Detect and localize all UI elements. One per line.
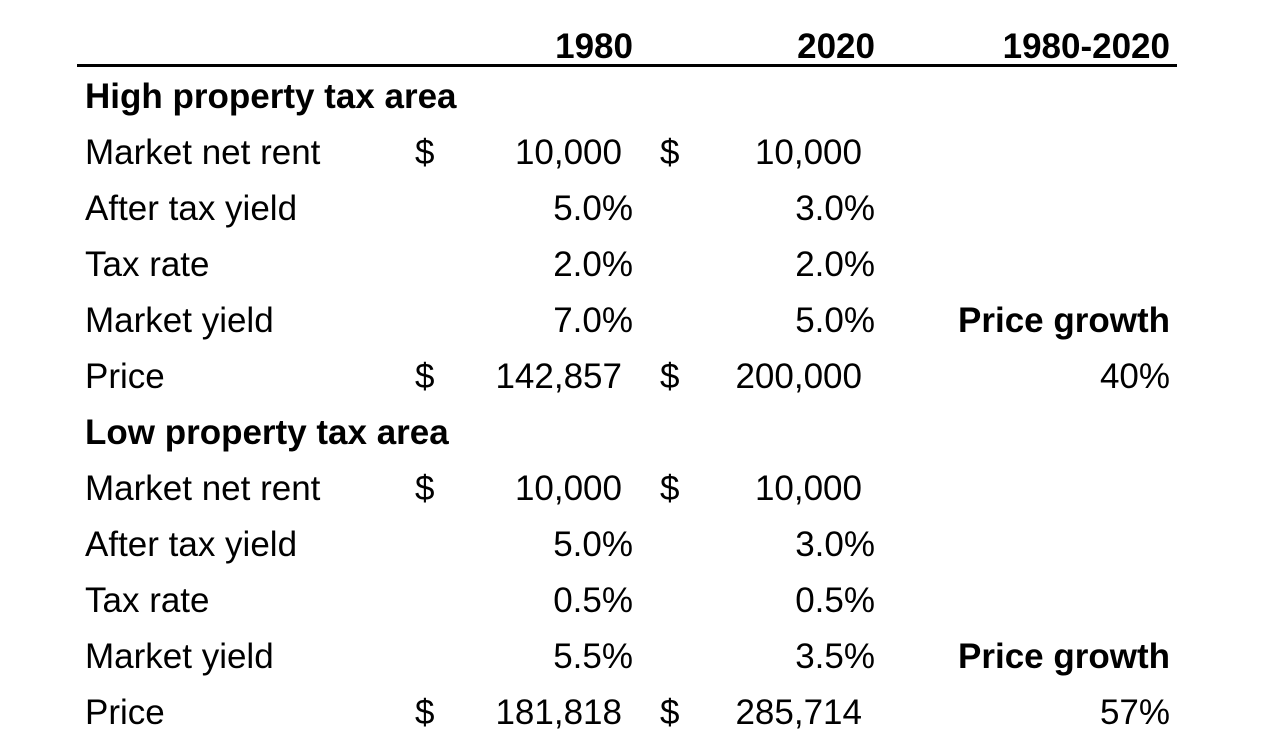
currency-symbol: $ (415, 357, 435, 396)
value-1980: 181,818 (495, 693, 622, 732)
value-1980: 10,000 (514, 469, 622, 508)
row-label: Tax rate (85, 581, 210, 620)
currency-symbol: $ (660, 133, 680, 172)
currency-symbol: $ (660, 357, 680, 396)
value-1980: 0.5% (553, 581, 633, 620)
row-label: Market net rent (85, 133, 321, 172)
value-2020: 2.0% (795, 245, 875, 284)
table-body: High property tax area Market net rent $… (0, 67, 1262, 741)
row-label: Price (85, 357, 165, 396)
value-2020: 10,000 (754, 469, 862, 508)
row-label: Price (85, 693, 165, 732)
section-title-low-tax: Low property tax area (85, 413, 449, 452)
row-label: After tax yield (85, 525, 298, 564)
currency-symbol: $ (415, 469, 435, 508)
value-2020: 5.0% (795, 301, 875, 340)
value-1980: 7.0% (553, 301, 633, 340)
growth-value: 57% (1099, 693, 1170, 732)
value-2020: 3.5% (795, 637, 875, 676)
price-growth-label: Price growth (958, 301, 1170, 340)
header-divider-line (77, 64, 1177, 67)
row-label: Market net rent (85, 469, 321, 508)
row-label: Market yield (85, 637, 274, 676)
growth-value: 40% (1099, 357, 1170, 396)
row-label: After tax yield (85, 189, 298, 228)
value-1980: 5.0% (553, 189, 633, 228)
value-1980: 2.0% (553, 245, 633, 284)
column-header-1980-2020: 1980-2020 (1002, 27, 1170, 66)
value-1980: 5.5% (553, 637, 633, 676)
column-header-2020: 2020 (797, 27, 875, 66)
value-2020: 285,714 (735, 693, 862, 732)
currency-symbol: $ (415, 693, 435, 732)
value-1980: 5.0% (553, 525, 633, 564)
value-2020: 3.0% (795, 189, 875, 228)
value-1980: 10,000 (514, 133, 622, 172)
column-header-1980: 1980 (555, 27, 633, 66)
value-2020: 3.0% (795, 525, 875, 564)
currency-symbol: $ (660, 693, 680, 732)
currency-symbol: $ (660, 469, 680, 508)
value-2020: 10,000 (754, 133, 862, 172)
section-title-high-tax: High property tax area (85, 77, 457, 116)
price-growth-label: Price growth (958, 637, 1170, 676)
value-2020: 0.5% (795, 581, 875, 620)
row-label: Tax rate (85, 245, 210, 284)
currency-symbol: $ (415, 133, 435, 172)
table-header-row: 1980 2020 1980-2020 (0, 0, 1262, 64)
value-2020: 200,000 (735, 357, 862, 396)
row-label: Market yield (85, 301, 274, 340)
value-1980: 142,857 (495, 357, 622, 396)
